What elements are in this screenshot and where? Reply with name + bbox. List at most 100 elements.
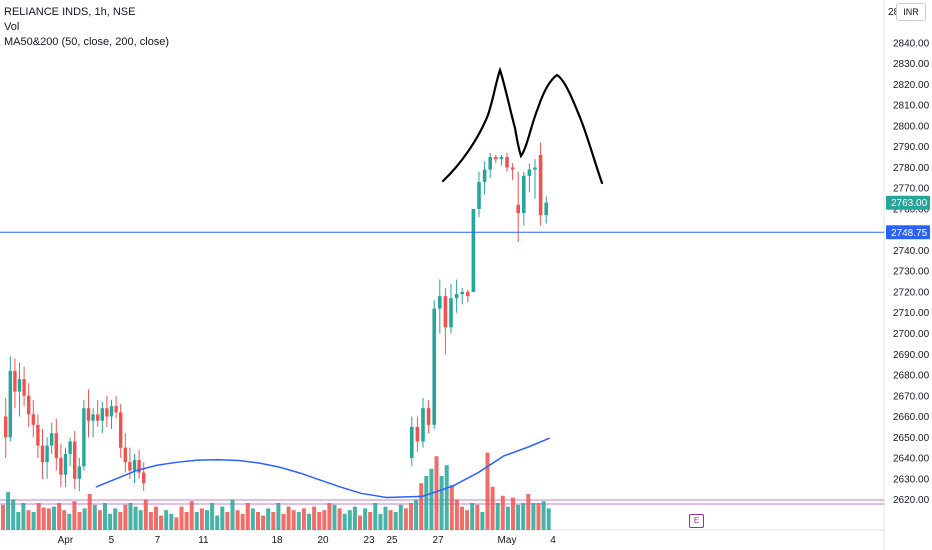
x-tick-label: 7	[155, 535, 161, 546]
volume-bar	[516, 504, 521, 530]
volume-bar	[301, 508, 306, 530]
candle-body	[421, 408, 425, 442]
volume-bar	[41, 507, 46, 530]
legend-symbol[interactable]: RELIANCE INDS, 1h, NSE	[4, 6, 136, 18]
volume-bar	[266, 508, 271, 530]
candle-body	[63, 453, 68, 475]
volume-bar	[414, 499, 419, 530]
candle-body	[50, 433, 54, 446]
legend: RELIANCE INDS, 1h, NSE Vol MA50&200 (50,…	[4, 5, 169, 50]
double-top-drawing	[441, 66, 604, 185]
candle-body	[119, 412, 123, 448]
candle-body	[449, 298, 453, 328]
candle-body	[527, 169, 532, 176]
volume-bar	[16, 512, 21, 530]
y-tick-label: 2640.00	[893, 454, 930, 465]
volume-bar	[531, 503, 536, 530]
legend-indicator[interactable]: MA50&200 (50, close, 200, close)	[4, 36, 170, 48]
y-tick-label: 2820.00	[893, 80, 930, 91]
candle-body	[432, 308, 436, 425]
y-tick-label: 2670.00	[893, 391, 930, 402]
candle-body	[123, 447, 127, 463]
volume-bar	[480, 512, 485, 530]
volume-bar	[485, 452, 490, 530]
candle-body	[114, 406, 118, 413]
volume-bar	[87, 494, 92, 530]
volume-bar	[250, 508, 255, 530]
y-tick-label: 2710.00	[893, 308, 930, 319]
volume-bar	[113, 508, 118, 530]
volume-bar	[164, 510, 169, 530]
candle-body	[510, 167, 515, 170]
candle-body	[466, 291, 470, 297]
volume-bar	[6, 492, 11, 530]
volume-bar	[215, 515, 220, 530]
volume-bar	[128, 503, 133, 530]
earnings-event-marker[interactable]: E	[689, 514, 704, 528]
candle-body	[482, 169, 487, 182]
volume-bar	[312, 506, 317, 530]
volume-bar	[62, 510, 67, 530]
volume-bar	[82, 508, 87, 530]
volume-bar	[307, 513, 311, 530]
volume-bar	[148, 512, 153, 530]
x-tick-label: 25	[386, 535, 398, 546]
candle-body	[77, 466, 81, 479]
volume-bar	[138, 510, 143, 530]
volume-bar	[189, 501, 194, 530]
candle-body	[522, 175, 526, 214]
volume-bar	[424, 476, 429, 530]
candle-body	[82, 408, 86, 467]
y-tick-label: 2730.00	[893, 267, 930, 278]
volume-bar	[337, 508, 342, 530]
candle-body	[54, 433, 58, 459]
support-price-badge: 2748.75	[886, 225, 930, 240]
candle-body	[109, 406, 114, 417]
volume-bar	[77, 512, 82, 530]
volume-bar	[240, 513, 245, 530]
candle-body	[443, 296, 448, 328]
x-tick-label: Apr	[58, 535, 74, 546]
x-tick-label: 18	[271, 535, 283, 546]
y-tick-label: 2760.00	[893, 204, 930, 215]
candle-body	[538, 154, 543, 216]
candle-body	[22, 379, 26, 396]
volume-bar	[210, 503, 215, 530]
volume-bar	[393, 512, 398, 530]
candle-body	[86, 408, 91, 421]
volume-bar	[296, 512, 301, 530]
volume-bar	[388, 510, 393, 530]
candle-body	[533, 167, 537, 170]
volume-bar	[454, 499, 459, 530]
y-tick-label: 2660.00	[893, 412, 930, 423]
volume-bar	[403, 508, 408, 530]
volume-bar	[409, 503, 413, 530]
y-tick-label: 2830.00	[893, 59, 930, 70]
volume-bar	[92, 504, 97, 530]
volume-bar	[184, 512, 189, 530]
volume-bar	[21, 503, 26, 530]
candle-body	[454, 294, 459, 299]
volume-bar	[317, 512, 322, 530]
candle-body	[31, 414, 35, 425]
x-tick-label: 11	[198, 535, 209, 546]
candle-body	[27, 395, 31, 415]
candle-body	[488, 157, 492, 170]
legend-volume[interactable]: Vol	[4, 21, 20, 33]
volume-bar	[500, 495, 505, 530]
x-tick-label: 27	[432, 535, 444, 546]
volume-bar	[449, 485, 454, 530]
y-tick-label: 2840.00	[893, 38, 930, 49]
volume-bar	[26, 510, 31, 530]
volume-bar	[363, 508, 368, 530]
y-tick-label: 2690.00	[893, 350, 930, 361]
volume-bar	[225, 512, 230, 530]
volume-bar	[143, 499, 148, 530]
candle-body	[128, 462, 132, 471]
x-tick-label: 4	[550, 535, 556, 546]
volume-bar	[205, 510, 209, 530]
volume-bar	[52, 506, 56, 530]
currency-button[interactable]: INR	[896, 3, 926, 21]
